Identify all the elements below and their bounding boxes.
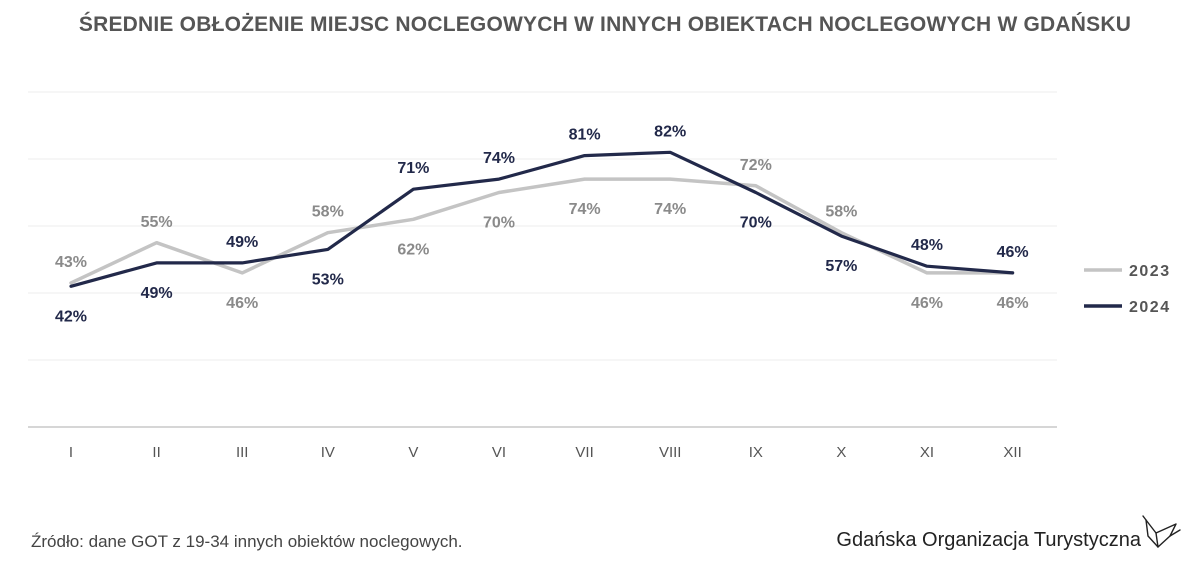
data-label-2024: 71% — [397, 160, 429, 177]
series-line-2024 — [69, 150, 1015, 288]
x-tick-label: I — [69, 444, 73, 461]
data-label-2024: 53% — [312, 271, 344, 288]
data-label-2023: 46% — [911, 295, 943, 312]
x-tick-label: II — [152, 444, 160, 461]
bird-logo-icon — [1142, 515, 1181, 548]
x-tick-label: VII — [575, 444, 593, 461]
data-label-2023: 74% — [569, 201, 601, 218]
brand-name: Gdańska Organizacja Turystyczna — [836, 529, 1141, 551]
data-label-2024: 82% — [654, 123, 686, 140]
data-label-2023: 58% — [312, 204, 344, 221]
data-label-2024: 74% — [483, 150, 515, 167]
x-tick-label: IV — [321, 444, 335, 461]
data-label-2024: 70% — [740, 215, 772, 232]
data-label-2024: 48% — [911, 237, 943, 254]
data-label-2024: 42% — [55, 308, 87, 325]
data-label-2023: 74% — [654, 201, 686, 218]
x-tick-label: XII — [1003, 444, 1021, 461]
data-label-2023: 46% — [226, 295, 258, 312]
x-tick-label: III — [236, 444, 249, 461]
data-label-2024: 46% — [997, 244, 1029, 261]
data-label-2024: 81% — [569, 127, 601, 144]
series-line-2023 — [69, 177, 1015, 285]
x-tick-label: V — [408, 444, 418, 461]
x-tick-label: X — [836, 444, 846, 461]
data-label-2023: 62% — [397, 241, 429, 258]
legend-label-2023: 2023 — [1129, 263, 1171, 280]
data-label-2023: 43% — [55, 254, 87, 271]
data-label-2023: 72% — [740, 157, 772, 174]
data-label-2023: 46% — [997, 295, 1029, 312]
data-label-2023: 58% — [825, 204, 857, 221]
x-axis: I II III IV V VI VII VIII IX X XI XII — [28, 426, 1057, 461]
source-note: Źródło: dane GOT z 19-34 innych obiektów… — [31, 532, 463, 551]
data-label-2023: 55% — [141, 214, 173, 231]
chart-title: ŚREDNIE OBŁOŻENIE MIEJSC NOCLEGOWYCH W I… — [79, 12, 1131, 36]
data-label-2024: 57% — [825, 258, 857, 275]
x-tick-label: XI — [920, 444, 934, 461]
gridlines — [28, 91, 1057, 361]
legend: 2023 2024 — [1084, 263, 1171, 316]
x-tick-label: VI — [492, 444, 506, 461]
data-label-2024: 49% — [141, 285, 173, 302]
series-lines — [69, 150, 1015, 288]
x-tick-label: IX — [749, 444, 763, 461]
data-label-2023: 70% — [483, 215, 515, 232]
data-labels: 43% 42% 55% 49% 46% 49% 58% 53% 62% 71% 70% 74% 74% 8… — [55, 123, 1029, 325]
legend-label-2024: 2024 — [1129, 299, 1171, 316]
x-tick-label: VIII — [659, 444, 682, 461]
data-label-2024: 49% — [226, 234, 258, 251]
